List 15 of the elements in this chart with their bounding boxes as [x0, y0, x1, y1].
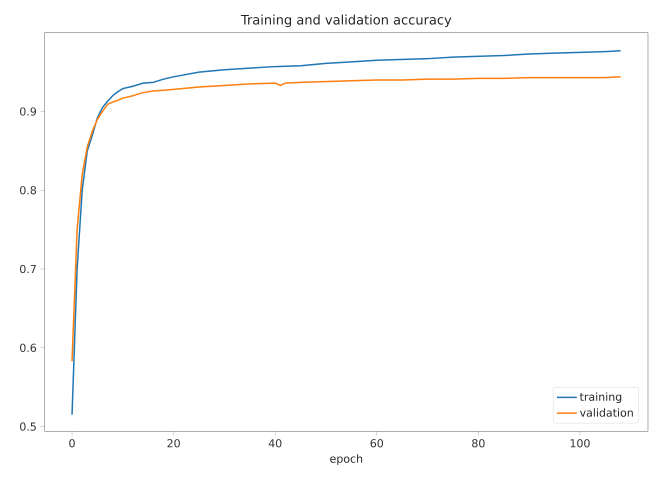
x-tick-label: 0	[69, 439, 75, 448]
legend-label: training	[580, 392, 622, 404]
x-tick-label: 40	[268, 439, 282, 448]
x-tick-label: 100	[570, 439, 590, 448]
y-tick-label: 0.8	[20, 186, 36, 194]
y-tick-label: 0.7	[20, 264, 36, 274]
chart-title: Training and validation accuracy	[240, 14, 452, 28]
y-tick-label: 0.9	[20, 107, 36, 116]
x-axis-title: epoch	[330, 454, 362, 465]
y-tick-label: 0.5	[20, 422, 36, 431]
x-tick-label: 20	[167, 439, 180, 448]
y-tick-label: 0.6	[20, 344, 36, 352]
x-tick-label: 60	[370, 439, 384, 448]
legend-label: validation	[580, 408, 633, 417]
x-tick-label: 80	[472, 439, 485, 448]
